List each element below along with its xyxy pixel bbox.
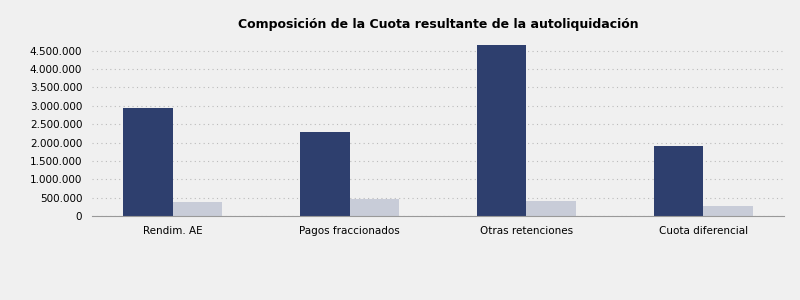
Bar xyxy=(703,206,753,216)
Bar xyxy=(654,146,703,216)
Bar xyxy=(526,201,576,216)
Title: Composición de la Cuota resultante de la autoliquidación: Composición de la Cuota resultante de la… xyxy=(238,18,638,31)
Bar xyxy=(123,108,173,216)
Bar xyxy=(173,202,222,216)
Bar xyxy=(300,131,350,216)
Bar xyxy=(350,199,399,216)
Bar xyxy=(477,45,526,216)
